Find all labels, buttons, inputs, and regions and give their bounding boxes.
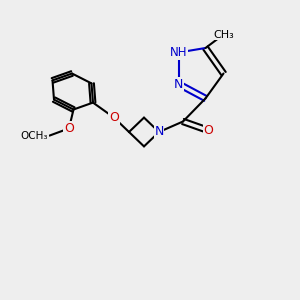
Text: O: O	[204, 124, 213, 137]
Text: N: N	[154, 125, 164, 139]
Text: NH: NH	[170, 46, 187, 59]
Text: OCH₃: OCH₃	[20, 130, 48, 141]
Text: CH₃: CH₃	[213, 29, 234, 40]
Text: O: O	[109, 111, 119, 124]
Text: O: O	[64, 122, 74, 135]
Text: N: N	[174, 77, 183, 91]
